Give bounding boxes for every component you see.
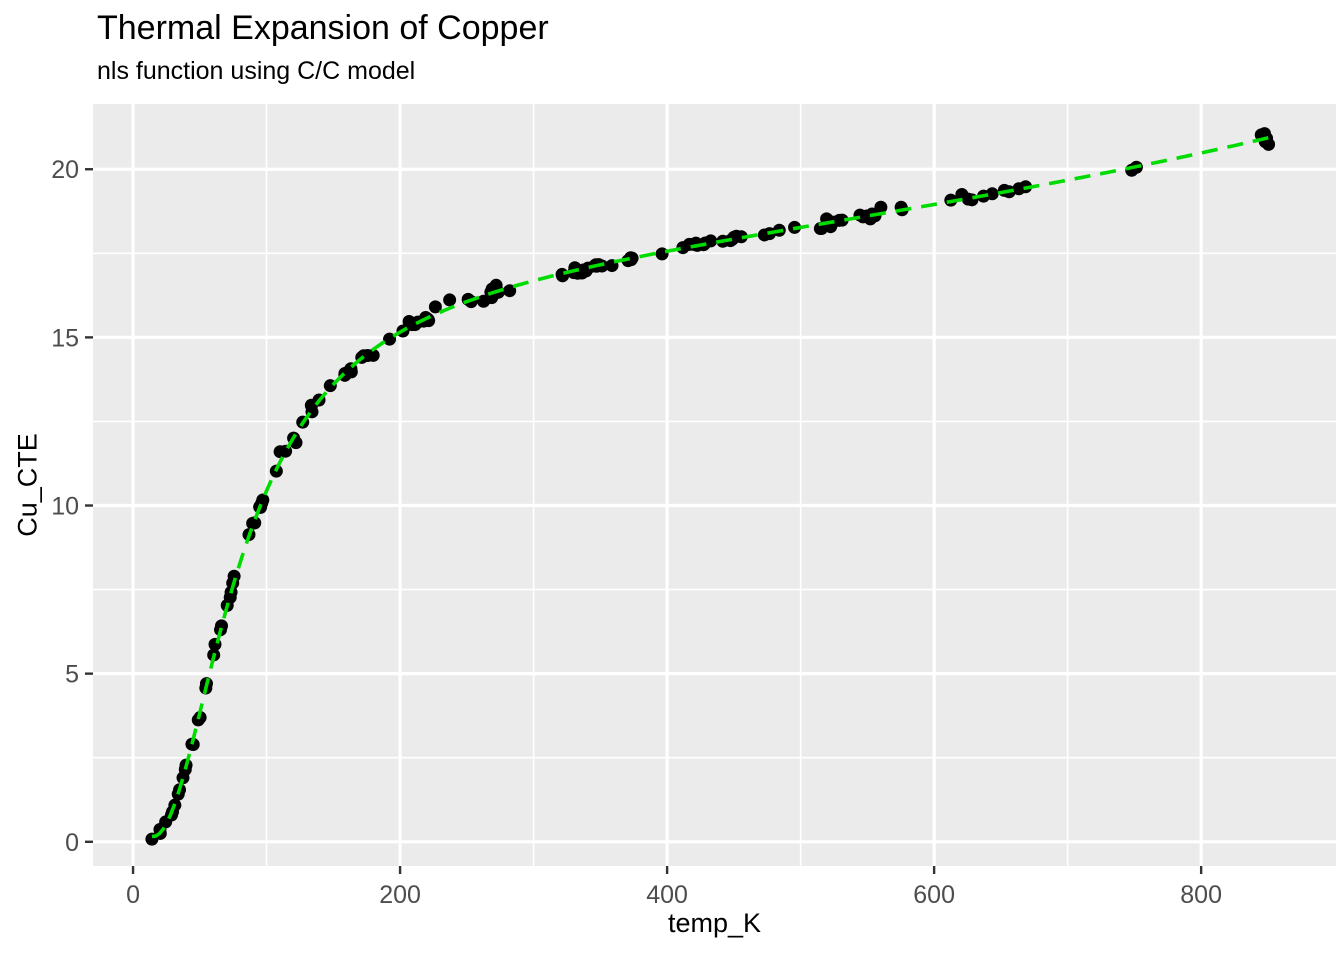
data-point (366, 348, 380, 362)
fit-line (151, 135, 1271, 839)
data-point (624, 251, 638, 265)
data-point (503, 284, 517, 298)
data-point (835, 213, 849, 227)
data-point (955, 187, 969, 201)
minor-gridlines (93, 104, 1336, 866)
data-point (443, 293, 457, 307)
data-point (342, 364, 356, 378)
data-point (248, 516, 262, 530)
data-point (874, 200, 888, 214)
data-point (428, 300, 442, 314)
y-tick-label: 5 (65, 661, 79, 689)
x-tick-label: 800 (1180, 881, 1222, 909)
major-gridlines (93, 104, 1336, 866)
x-tick-label: 0 (126, 881, 140, 909)
x-tick-label: 600 (913, 881, 955, 909)
axis-ticks (85, 168, 1203, 874)
axis-tick-labels: 0 200 400 600 800 0 5 10 15 20 (51, 156, 1222, 909)
y-tick-label: 15 (51, 324, 79, 352)
y-axis-title: Cu_CTE (12, 433, 43, 537)
data-point (273, 445, 287, 459)
data-point (655, 247, 669, 261)
data-point (223, 590, 237, 604)
chart-subtitle: nls function using C/C model (97, 57, 416, 85)
y-tick-label: 20 (51, 156, 79, 184)
data-point (704, 234, 718, 248)
x-axis-title: temp_K (667, 908, 762, 938)
x-tick-label: 200 (379, 881, 421, 909)
data-point (682, 237, 696, 251)
data-point (815, 222, 829, 236)
data-point (191, 713, 205, 727)
data-point (985, 187, 999, 201)
x-tick-label: 400 (646, 881, 688, 909)
chart-title: Thermal Expansion of Copper (97, 9, 549, 47)
data-point (734, 230, 748, 244)
data-point (383, 332, 397, 346)
panel-background (93, 104, 1336, 866)
y-tick-label: 0 (65, 829, 79, 857)
data-point (215, 619, 229, 633)
y-tick-label: 10 (51, 493, 79, 521)
